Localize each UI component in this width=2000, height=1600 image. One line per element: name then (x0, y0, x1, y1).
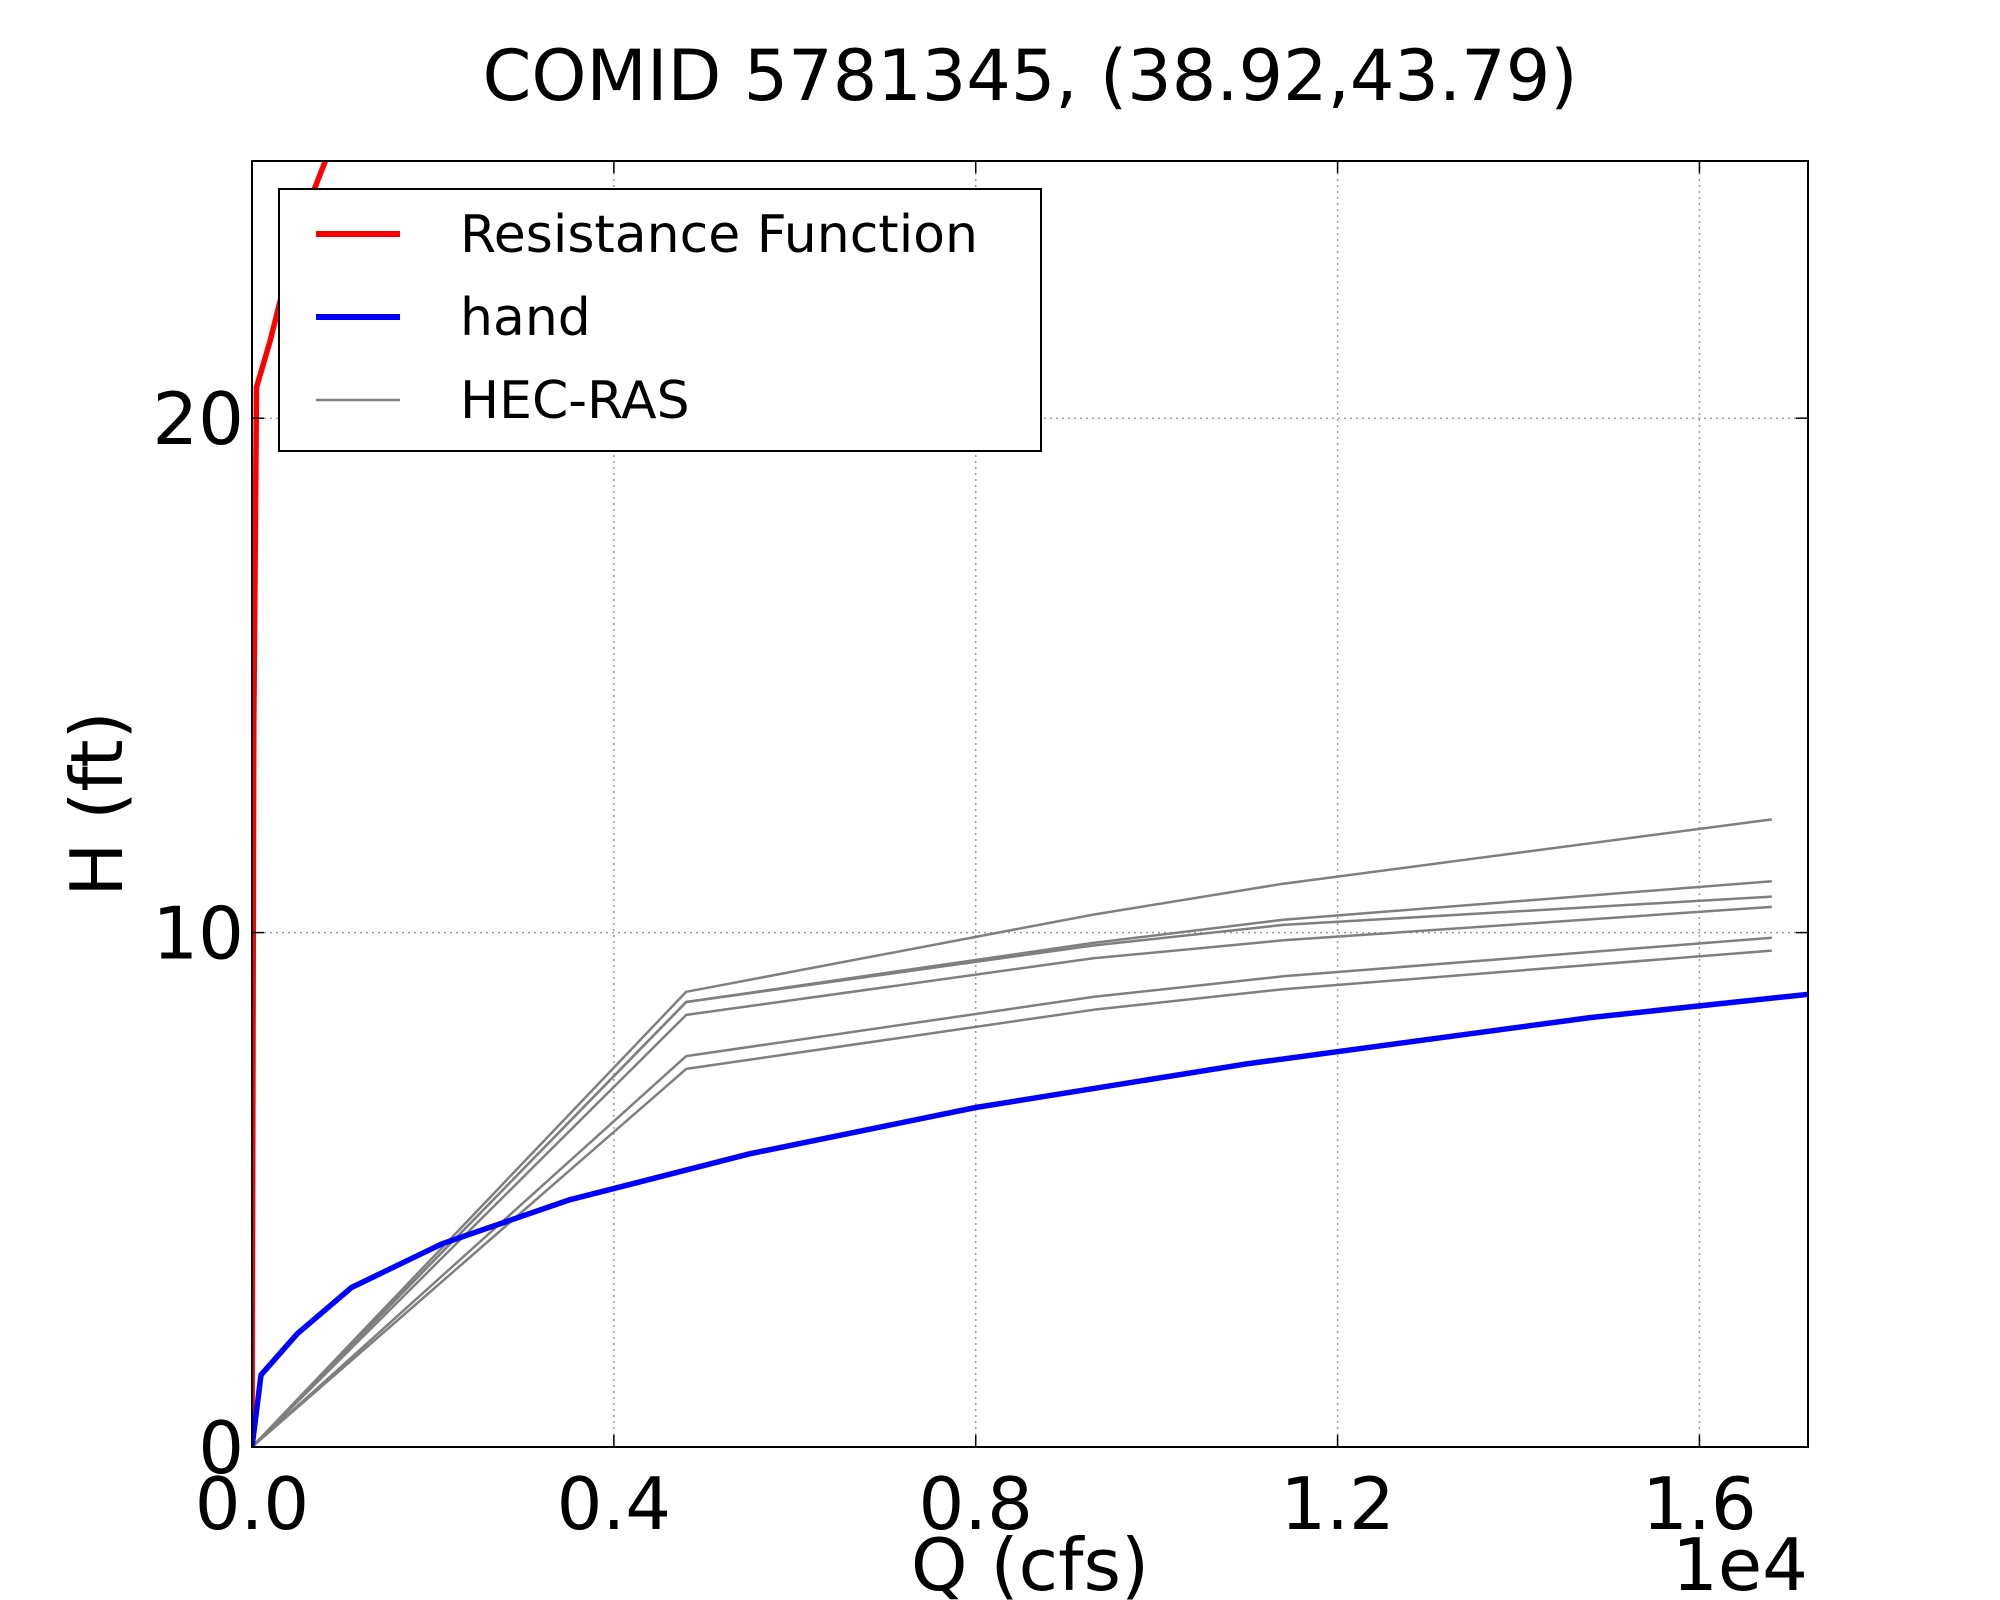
series-resistance-function-line (252, 161, 329, 1447)
plot-frame (251, 160, 1809, 1448)
y-tick-label: 20 (152, 377, 244, 461)
series-hec-ras-line-6 (252, 949, 1772, 1447)
series-hec-ras-line-4 (252, 905, 1772, 1447)
legend-label-hec-ras: HEC-RAS (460, 371, 690, 431)
legend-label-hand: hand (460, 288, 591, 348)
x-tick-label: 1.6 (1642, 1462, 1757, 1546)
y-tick-label: 10 (152, 892, 244, 976)
y-tick-label: 0 (198, 1406, 244, 1490)
x-axis-offset-label: 1e4 (1672, 1523, 1808, 1600)
chart-title: COMID 5781345, (38.92,43.79) (482, 35, 1577, 117)
series-hand-line (252, 991, 1808, 1447)
tick-layer: 0.0 0.4 0.8 1.2 1.6 0 10 20 (152, 161, 1808, 1546)
legend: Resistance Function hand HEC-RAS (278, 188, 1042, 452)
x-tick-label: 0.4 (557, 1462, 672, 1546)
x-axis-label: Q (cfs) (911, 1523, 1149, 1600)
series-hec-ras-line-1 (252, 818, 1772, 1447)
series-hec-ras-line-3 (252, 895, 1772, 1447)
x-tick-label: 0.0 (195, 1462, 310, 1546)
series-layer (252, 161, 1808, 1447)
legend-label-resistance-function: Resistance Function (460, 205, 978, 265)
y-axis-label: H (ft) (55, 711, 139, 897)
legend-box (278, 188, 1042, 452)
series-hec-ras-line-5 (252, 936, 1772, 1447)
x-tick-label: 1.2 (1280, 1462, 1395, 1546)
x-tick-label: 0.8 (918, 1462, 1033, 1546)
series-hec-ras-line-2 (252, 879, 1772, 1447)
